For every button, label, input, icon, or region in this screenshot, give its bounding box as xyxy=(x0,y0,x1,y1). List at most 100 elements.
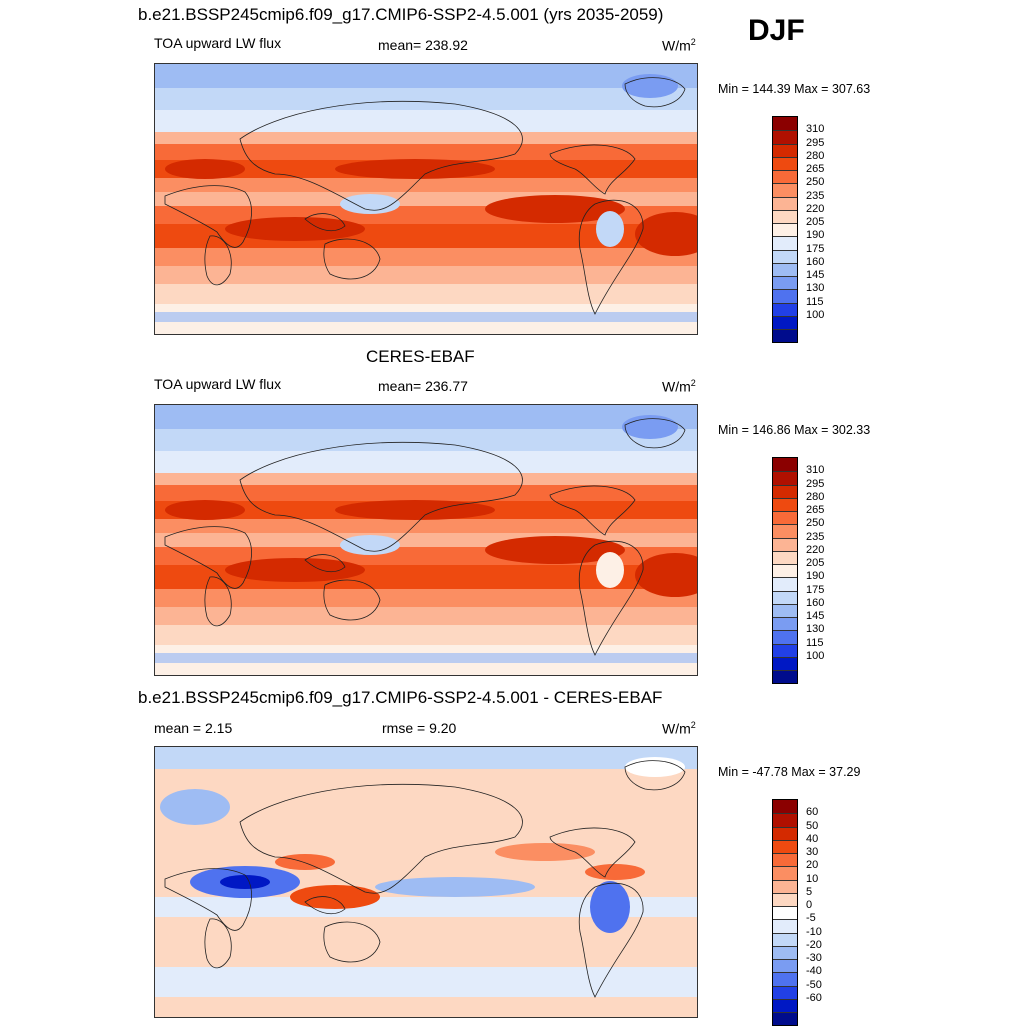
colorbar-tick-label: 100 xyxy=(806,649,825,662)
colorbar-swatch xyxy=(773,656,797,670)
diff-positive xyxy=(275,854,335,870)
colorbar-tick-label: 115 xyxy=(806,636,824,649)
coastline xyxy=(204,235,232,286)
colorbar-swatch xyxy=(773,985,797,999)
flux-band xyxy=(155,110,697,132)
panel-2-title: CERES-EBAF xyxy=(366,347,475,366)
colorbar-tick-label: 205 xyxy=(806,557,825,569)
panel-3-rmse-label: rmse = 9.20 xyxy=(382,720,457,736)
colorbar-swatch xyxy=(773,329,797,343)
colorbar-tick-label: -50 xyxy=(806,978,822,991)
diff-positive xyxy=(495,843,595,861)
flux-band xyxy=(155,266,697,284)
diff-band xyxy=(155,747,697,769)
colorbar-tick-label: -5 xyxy=(806,912,816,925)
coastline xyxy=(578,199,644,315)
flux-band xyxy=(155,88,697,110)
colorbar-swatch xyxy=(773,603,797,617)
flux-hotspot xyxy=(485,195,625,223)
colorbar-swatch xyxy=(773,537,797,551)
colorbar-tick-label: 0 xyxy=(806,899,813,911)
panel-1-colorbar xyxy=(772,116,798,344)
colorbar-tick-label: -10 xyxy=(806,925,822,938)
flux-band xyxy=(155,144,697,160)
colorbar-tick-label: 50 xyxy=(806,819,819,832)
colorbar-tick-label: 20 xyxy=(806,859,819,872)
flux-coldspot xyxy=(340,535,400,555)
flux-hotspot xyxy=(635,212,697,256)
panel-1-minmax: Min = 144.39 Max = 307.63 xyxy=(718,82,871,96)
colorbar-tick-label: 175 xyxy=(806,583,825,596)
diff-positive xyxy=(290,885,380,909)
coastline xyxy=(239,783,523,894)
colorbar-swatch xyxy=(773,643,797,657)
colorbar-tick-label: -20 xyxy=(806,938,822,951)
diff-band xyxy=(155,967,697,997)
colorbar-swatch xyxy=(773,117,797,131)
colorbar-tick-label: 10 xyxy=(806,872,819,885)
colorbar-tick-label: 265 xyxy=(806,163,825,175)
colorbar-swatch xyxy=(773,511,797,525)
colorbar-tick-label: 190 xyxy=(806,570,825,583)
diff-negative xyxy=(590,881,630,933)
coastline xyxy=(624,418,686,449)
colorbar-swatch xyxy=(773,813,797,827)
colorbar-swatch xyxy=(773,630,797,644)
colorbar-tick-label: 5 xyxy=(806,885,813,898)
colorbar-swatch xyxy=(773,945,797,959)
colorbar-swatch xyxy=(773,302,797,316)
flux-band xyxy=(155,653,697,663)
colorbar-swatch xyxy=(773,458,797,472)
colorbar-swatch xyxy=(773,1012,797,1026)
flux-band xyxy=(155,589,697,607)
colorbar-tick-label: 220 xyxy=(806,202,825,215)
colorbar-swatch xyxy=(773,853,797,867)
coastline xyxy=(578,540,644,656)
colorbar-tick-label: 250 xyxy=(806,176,825,189)
colorbar-swatch xyxy=(773,892,797,906)
panel-3-map xyxy=(154,746,698,1018)
coastline xyxy=(304,213,346,232)
coastline xyxy=(164,526,252,589)
panel-3-unit-label: W/m2 xyxy=(662,720,696,737)
colorbar-tick-label: -30 xyxy=(806,952,822,964)
colorbar-swatch xyxy=(773,497,797,511)
colorbar-swatch xyxy=(773,972,797,986)
colorbar-tick-label: 160 xyxy=(806,596,825,609)
colorbar-swatch xyxy=(773,236,797,250)
colorbar-tick-label: -60 xyxy=(806,991,822,1004)
colorbar-swatch xyxy=(773,484,797,498)
coastline xyxy=(164,185,252,248)
colorbar-swatch xyxy=(773,617,797,631)
flux-band xyxy=(155,625,697,645)
coastline xyxy=(204,576,232,627)
colorbar-swatch xyxy=(773,879,797,893)
colorbar-swatch xyxy=(773,564,797,578)
flux-band xyxy=(155,485,697,501)
colorbar-swatch xyxy=(773,170,797,184)
panel-2-mean-label: mean= 236.77 xyxy=(378,378,468,394)
colorbar-tick-label: 265 xyxy=(806,504,825,516)
colorbar-tick-label: 130 xyxy=(806,623,825,636)
flux-band xyxy=(155,429,697,451)
coastline xyxy=(164,868,252,931)
colorbar-tick-label: 205 xyxy=(806,216,825,228)
colorbar-swatch xyxy=(773,959,797,973)
season-label: DJF xyxy=(748,14,805,47)
panel-1-title: b.e21.BSSP245cmip6.f09_g17.CMIP6-SSP2-4.… xyxy=(138,5,664,24)
flux-band xyxy=(155,405,697,429)
panel-3-title: b.e21.BSSP245cmip6.f09_g17.CMIP6-SSP2-4.… xyxy=(138,688,663,707)
colorbar-swatch xyxy=(773,143,797,157)
diff-negative xyxy=(160,789,230,825)
flux-band xyxy=(155,64,697,88)
colorbar-swatch xyxy=(773,276,797,290)
colorbar-swatch xyxy=(773,906,797,920)
colorbar-swatch xyxy=(773,577,797,591)
diff-neutral xyxy=(625,757,685,777)
coastline xyxy=(549,485,636,536)
flux-band xyxy=(155,178,697,192)
coastline xyxy=(624,77,686,108)
coastline xyxy=(323,921,381,963)
panel-1-unit-label: W/m2 xyxy=(662,37,696,54)
diff-band xyxy=(155,897,697,917)
